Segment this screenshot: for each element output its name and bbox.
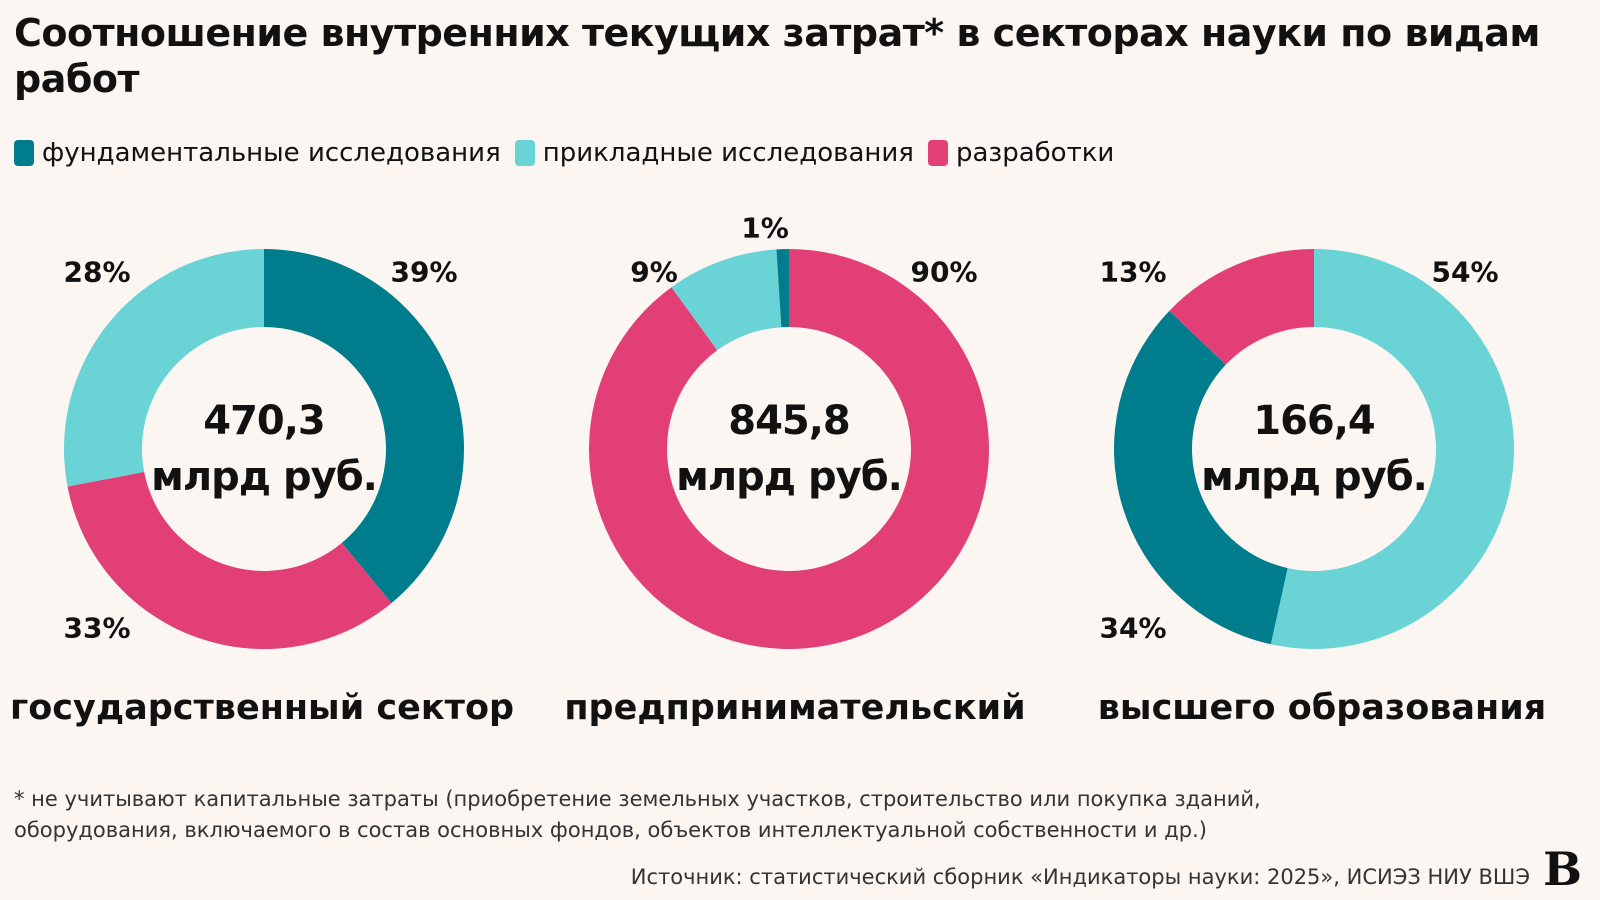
total-unit: млрд руб. [676, 454, 903, 500]
legend-label: разработки [955, 138, 1115, 168]
pct-label: 28% [63, 255, 131, 289]
donut-slice [1169, 249, 1314, 365]
donut-slice [1270, 249, 1514, 650]
pct-label: 1% [741, 211, 789, 245]
donut-center-total: 470,3 млрд руб. [151, 393, 378, 505]
pct-label: 33% [63, 611, 131, 645]
footnote-line: оборудования, включаемого в состав основ… [14, 818, 1207, 842]
legend-item-applied: прикладные исследования [514, 138, 914, 168]
donut-slice [67, 471, 392, 649]
donut-slice [63, 248, 264, 487]
legend-swatch [14, 140, 34, 166]
total-value: 470,3 [203, 398, 326, 444]
footnote-line: * не учитывают капитальные затраты (прио… [14, 787, 1261, 811]
sector-label: высшего образования [1097, 688, 1547, 728]
donut-center-total: 845,8 млрд руб. [676, 393, 903, 505]
footnote: * не учитывают капитальные затраты (прио… [14, 784, 1261, 846]
legend-label: фундаментальные исследования [42, 138, 501, 168]
total-value: 845,8 [728, 398, 851, 444]
sector-label: предпринимательский [564, 688, 1026, 728]
pct-label: 90% [910, 255, 978, 289]
legend: фундаментальные исследования прикладные … [14, 138, 1114, 168]
donut-slice [588, 249, 989, 649]
pct-label: 54% [1431, 255, 1499, 289]
source-note: Источник: статистический сборник «Индика… [630, 865, 1530, 889]
pct-label: 34% [1099, 611, 1167, 645]
pct-label: 13% [1099, 255, 1167, 289]
total-value: 166,4 [1253, 398, 1376, 444]
sector-label: государственный сектор [9, 688, 515, 728]
legend-item-fundamental: фундаментальные исследования [14, 138, 501, 168]
donut-slice [264, 249, 464, 604]
legend-swatch [927, 140, 948, 166]
total-unit: млрд руб. [1201, 454, 1428, 500]
donut-center-total: 166,4 млрд руб. [1201, 393, 1428, 505]
donut-slice [671, 249, 782, 351]
total-unit: млрд руб. [151, 454, 378, 500]
chart-title: Соотношение внутренних текущих затрат* в… [14, 11, 1540, 101]
vedomosti-logo: В [1543, 842, 1582, 896]
legend-item-development: разработки [927, 138, 1115, 168]
pct-label: 39% [390, 255, 458, 289]
donut-slice [776, 249, 789, 328]
donut-slice [1114, 310, 1288, 645]
pct-label: 9% [630, 255, 678, 289]
legend-swatch [514, 140, 535, 166]
legend-label: прикладные исследования [542, 138, 914, 168]
